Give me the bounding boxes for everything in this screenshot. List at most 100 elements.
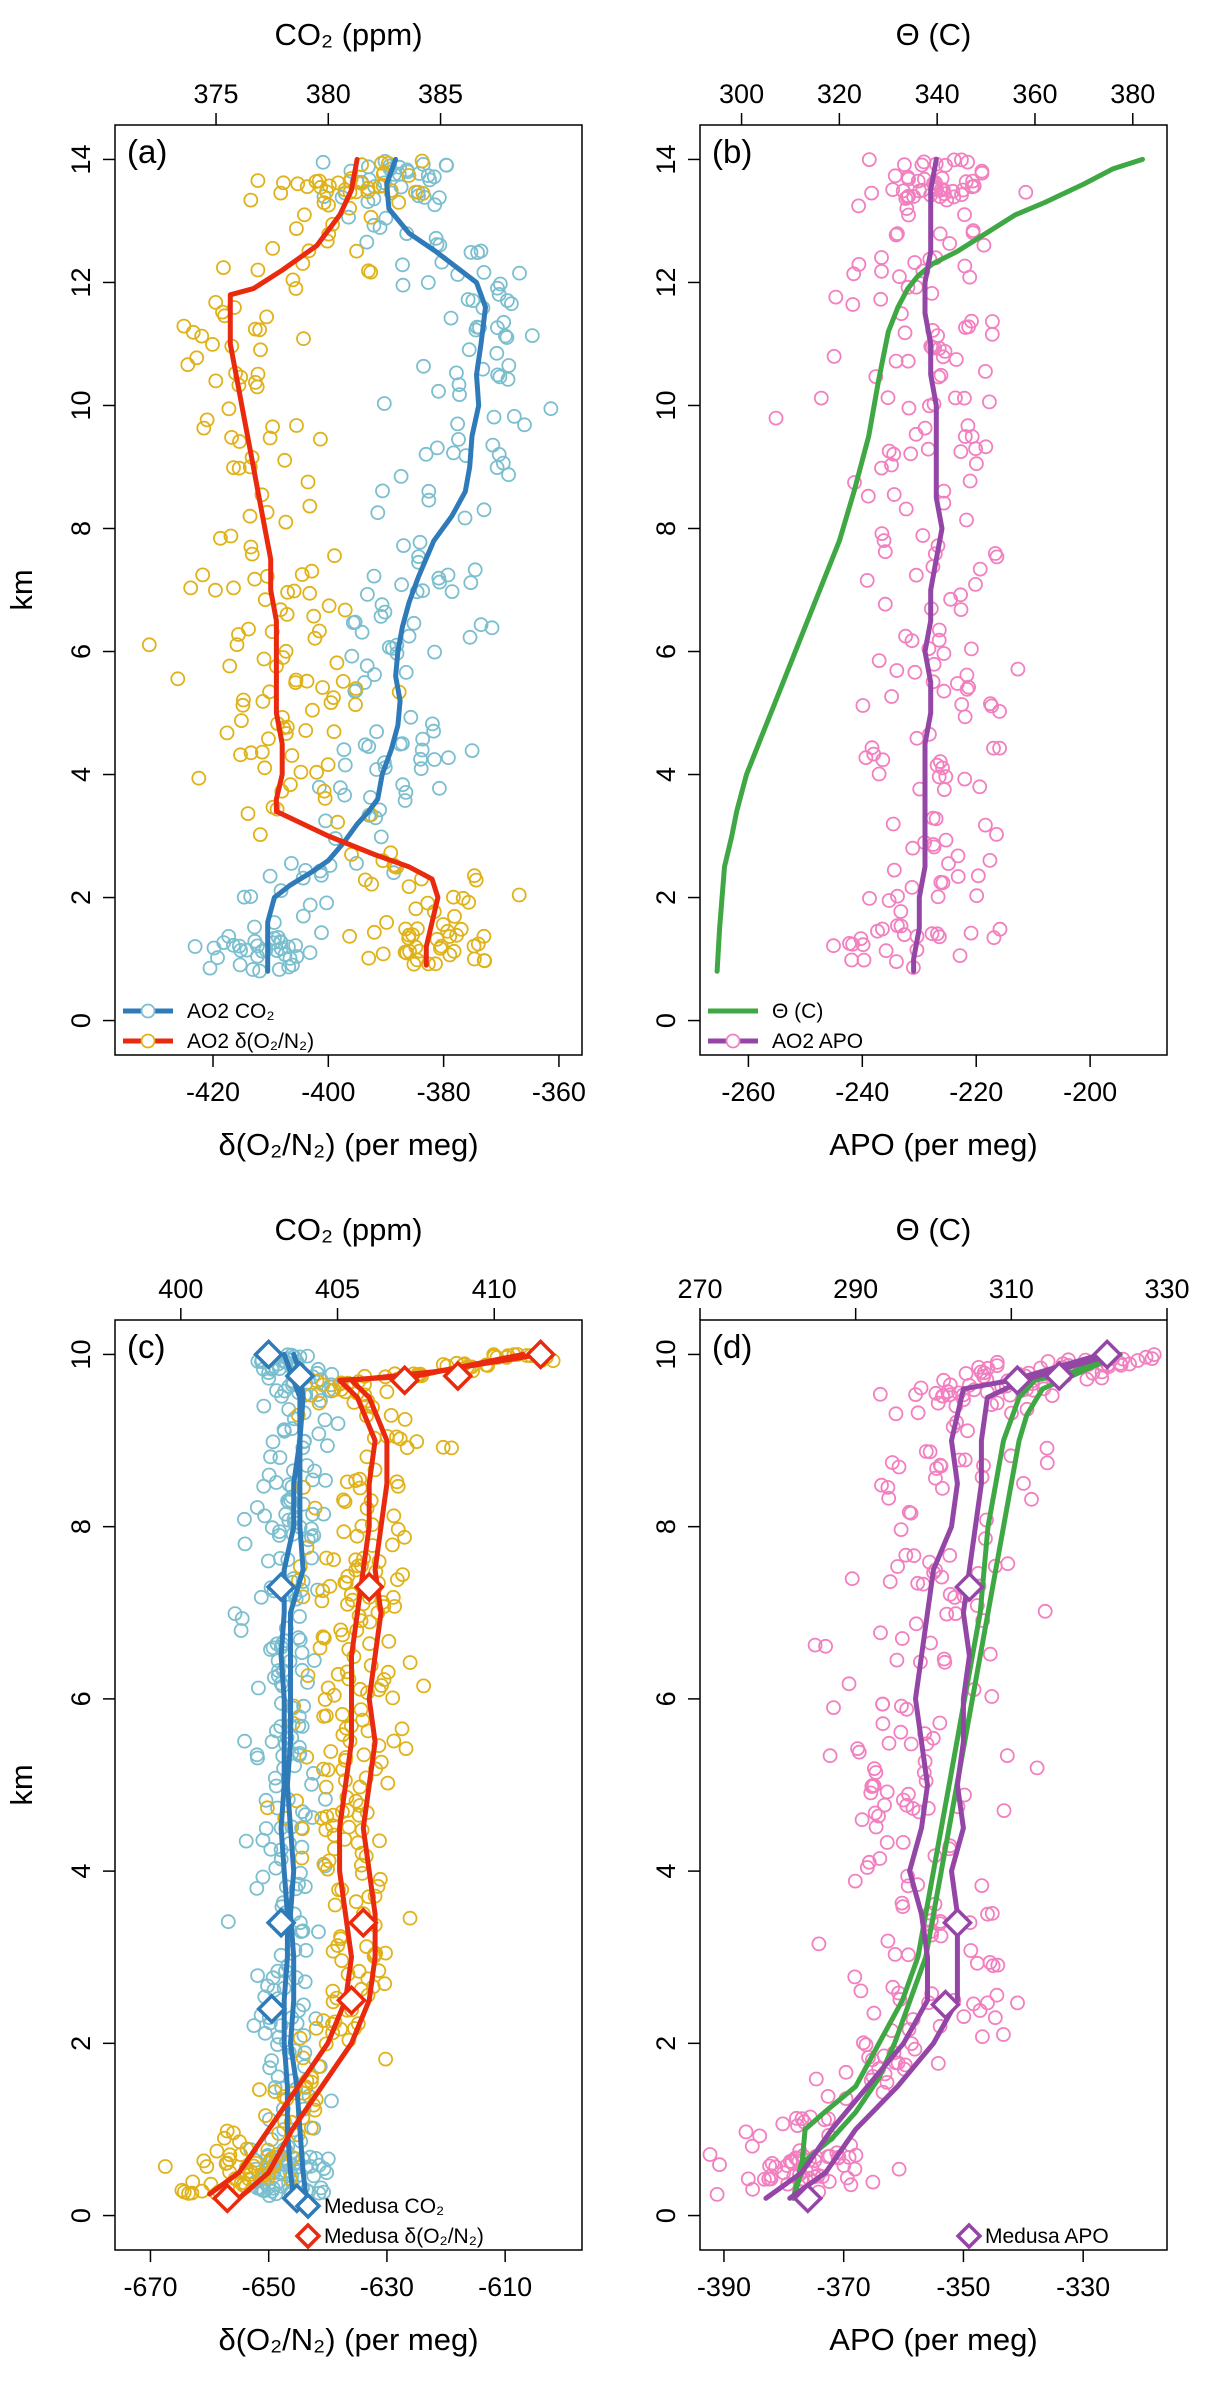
data-point [461, 342, 477, 358]
data-point [854, 1812, 870, 1828]
data-point [302, 945, 318, 961]
data-point [334, 1953, 350, 1968]
data-point [319, 1438, 335, 1454]
top-tick-label: 360 [1012, 79, 1057, 109]
data-point [354, 624, 370, 640]
x-tick-label: -350 [936, 2272, 990, 2302]
data-point [476, 502, 492, 518]
data-point [978, 363, 993, 379]
y-tick-label: 0 [66, 1013, 96, 1028]
data-point [935, 182, 951, 198]
data-point [986, 740, 1001, 756]
data-point [789, 2110, 804, 2126]
data-point [222, 2147, 238, 2163]
data-point [294, 1821, 310, 1837]
data-point [401, 628, 417, 644]
top-tick-label: 385 [418, 79, 463, 109]
data-point [184, 2185, 200, 2201]
data-point [932, 1715, 948, 1731]
series-line-2 [911, 156, 945, 974]
data-point [936, 646, 952, 661]
data-point [846, 266, 862, 282]
data-point [813, 390, 829, 406]
data-point [500, 371, 516, 387]
series-line-2 [227, 156, 441, 968]
data-point [989, 1395, 1005, 1411]
data-point [267, 2084, 283, 2100]
y-tick-label: 0 [66, 2208, 96, 2223]
top-tick-label: 300 [719, 79, 764, 109]
data-point [315, 1583, 331, 1599]
legend: Θ (C) AO2 APO [708, 1000, 863, 1053]
data-point [499, 330, 515, 345]
data-point [909, 730, 925, 746]
data-point [764, 2155, 780, 2171]
data-point [972, 779, 988, 795]
data-point [306, 608, 322, 624]
data-point [910, 173, 926, 189]
data-point [273, 2018, 289, 2033]
data-point [233, 1623, 249, 1638]
data-point [288, 221, 304, 237]
data-point [875, 1716, 891, 1732]
data-point [189, 350, 205, 366]
data-point [289, 949, 305, 964]
data-point [674, 2181, 687, 2194]
legend-point [725, 1033, 741, 1049]
data-point [953, 444, 969, 460]
data-point [794, 2111, 810, 2127]
data-point [268, 1475, 284, 1490]
data-point [874, 263, 889, 279]
data-point [874, 1477, 889, 1493]
data-point [489, 345, 505, 361]
data-point [932, 1457, 948, 1473]
data-point [888, 353, 904, 369]
data-point [360, 159, 376, 175]
data-point [233, 747, 248, 763]
data-point [194, 2183, 210, 2199]
data-point [1130, 1353, 1146, 1368]
data-point [938, 769, 954, 785]
data-point [254, 744, 270, 760]
data-point [948, 390, 963, 406]
y-axis-title: km [4, 1764, 39, 1805]
data-point [311, 1395, 327, 1411]
data-point [989, 1987, 1005, 2003]
data-point [450, 416, 466, 432]
data-point [288, 938, 304, 953]
data-point [255, 1832, 271, 1848]
data-point [261, 1370, 277, 1386]
data-point [844, 952, 859, 968]
top-tick-label: 405 [315, 1274, 360, 1304]
top-tick-label: 340 [915, 79, 960, 109]
data-point [978, 439, 994, 455]
data-point [303, 2120, 319, 2136]
data-point [1138, 1349, 1154, 1365]
data-point [220, 1914, 236, 1930]
data-point [859, 1860, 875, 1875]
data-point [366, 924, 382, 940]
data-point [307, 1500, 323, 1516]
data-point [257, 760, 273, 776]
data-point [209, 2143, 225, 2159]
legend-label: Medusa δ(O₂/N₂) [324, 2225, 484, 2248]
data-point [386, 1508, 402, 1524]
data-point [265, 419, 281, 435]
data-point [330, 814, 346, 830]
data-point [1029, 1760, 1045, 1776]
data-point [877, 544, 893, 560]
data-point [300, 1675, 315, 1690]
data-point [296, 207, 312, 223]
data-point [229, 637, 245, 653]
data-point [381, 1634, 397, 1649]
data-point [401, 168, 417, 183]
legend: Medusa CO₂ Medusa δ(O₂/N₂) [294, 2192, 484, 2250]
y-tick-label: 6 [651, 1691, 681, 1706]
data-point [873, 291, 889, 307]
data-point [890, 918, 905, 933]
data-point [901, 207, 916, 223]
data-point [199, 2159, 215, 2174]
top-tick-label: 400 [158, 1274, 203, 1304]
data-point [866, 2005, 882, 2021]
data-point [243, 192, 259, 208]
